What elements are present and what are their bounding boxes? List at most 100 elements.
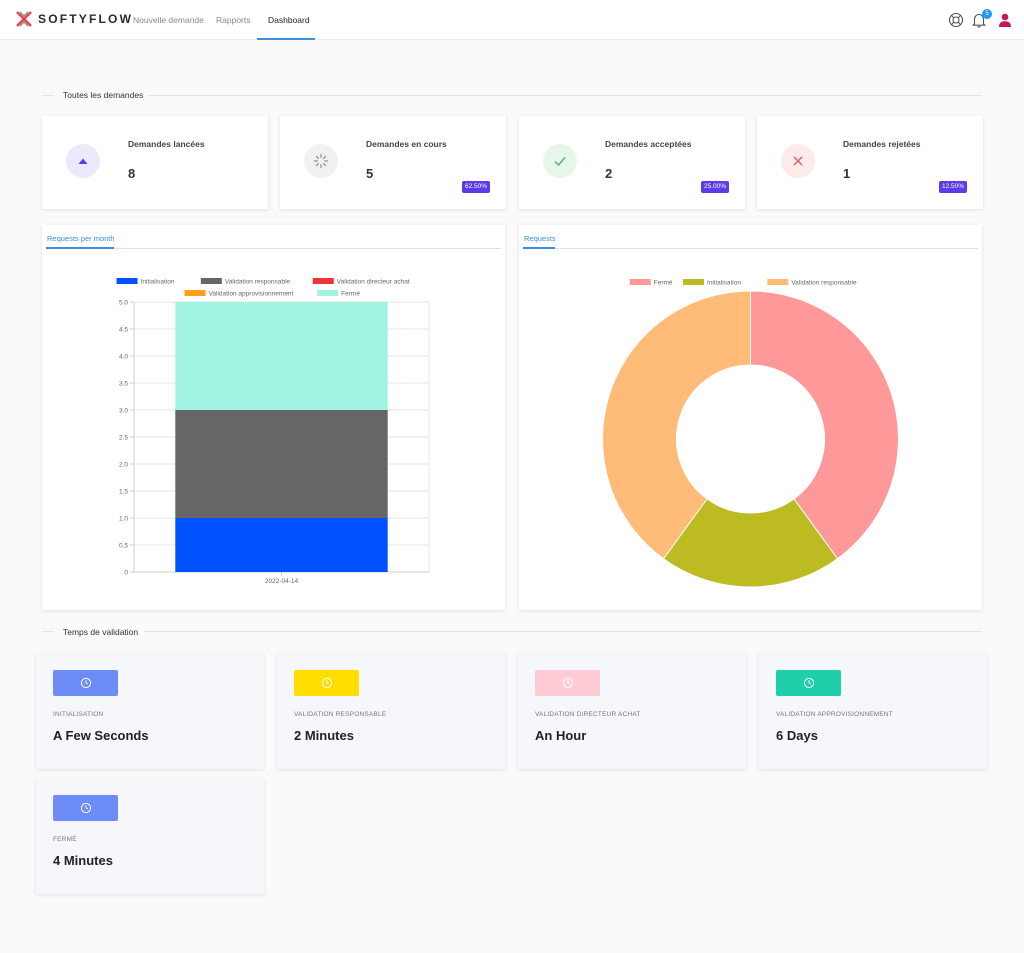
lifebuoy-icon[interactable] xyxy=(948,12,964,28)
legend-label: Initialisation xyxy=(707,280,741,287)
validation-time: 2 Minutes xyxy=(294,728,354,743)
tab-divider xyxy=(114,248,501,249)
clock-icon xyxy=(776,670,841,696)
clock-icon xyxy=(535,670,600,696)
stat-value: 5 xyxy=(366,166,374,181)
tab-requests-per-month[interactable]: Requests per month xyxy=(47,234,115,243)
validation-time: An Hour xyxy=(535,728,587,743)
clock-icon xyxy=(294,670,359,696)
active-tab-indicator xyxy=(257,38,315,40)
y-tick-label: 1.5 xyxy=(119,489,128,496)
stat-value: 8 xyxy=(128,166,136,181)
validation-stage: Fermé xyxy=(53,836,77,843)
y-tick-label: 3.0 xyxy=(119,408,128,415)
bar-segment xyxy=(175,410,388,518)
legend-swatch xyxy=(200,278,222,284)
legend-label: Validation responsable xyxy=(225,279,291,286)
validation-stage: Initialisation xyxy=(53,711,104,718)
y-tick-label: 3.5 xyxy=(119,381,128,388)
check-icon xyxy=(543,144,577,178)
logo[interactable]: SOFTYFLOW xyxy=(16,11,133,27)
close-icon xyxy=(781,144,815,178)
stat-card-accepted: Demandes acceptées 2 25.00% xyxy=(519,116,745,209)
section-title-validation: Temps de validation xyxy=(63,627,139,637)
notification-badge: 5 xyxy=(982,9,992,19)
section-title-requests: Toutes les demandes xyxy=(63,90,144,100)
nav-dashboard[interactable]: Dashboard xyxy=(268,15,310,25)
legend-label: Initialisation xyxy=(141,279,175,286)
tab-requests[interactable]: Requests xyxy=(524,234,556,243)
validation-time: 6 Days xyxy=(776,728,818,743)
section-divider xyxy=(42,95,54,96)
legend-swatch xyxy=(184,290,206,296)
bell-icon[interactable] xyxy=(971,12,987,28)
stat-label: Demandes lancées xyxy=(128,139,205,149)
clock-icon xyxy=(53,795,118,821)
validation-stage: Validation approvisionnement xyxy=(776,711,893,718)
y-tick-label: 4.5 xyxy=(119,327,128,334)
logo-icon xyxy=(16,11,32,27)
validation-stage: Validation directeur achat xyxy=(535,711,641,718)
y-tick-label: 1.0 xyxy=(119,516,128,523)
stat-percent-badge: 25.00% xyxy=(700,181,729,193)
stat-percent-badge: 12.50% xyxy=(938,181,967,193)
spinner-icon xyxy=(304,144,338,178)
y-tick-label: 5.0 xyxy=(119,300,128,307)
legend-label: Fermé xyxy=(341,291,360,298)
validation-time: 4 Minutes xyxy=(53,853,113,868)
legend-swatch xyxy=(629,279,651,285)
y-tick-label: 2.0 xyxy=(119,462,128,469)
tab-divider xyxy=(555,248,978,249)
validation-stage: Validation responsable xyxy=(294,711,387,718)
donut-chart-panel: Requests Fermé Initialisation Validation r… xyxy=(519,225,982,610)
legend-swatch xyxy=(317,290,339,296)
section-divider xyxy=(148,95,982,96)
stat-card-in-progress: Demandes en cours 5 62.50% xyxy=(280,116,506,209)
stat-card-rejected: Demandes rejetées 1 12.50% xyxy=(757,116,983,209)
bar-segment xyxy=(175,302,388,410)
donut-chart: Fermé Initialisation Validation responsabl… xyxy=(602,279,899,588)
user-icon[interactable] xyxy=(997,12,1013,28)
validation-time: A Few Seconds xyxy=(53,728,149,743)
section-divider xyxy=(42,631,54,632)
stat-label: Demandes rejetées xyxy=(843,139,921,149)
tab-underline xyxy=(46,247,114,249)
nav-rapports[interactable]: Rapports xyxy=(216,15,251,25)
tab-underline xyxy=(523,247,555,249)
triangle-up-icon xyxy=(66,144,100,178)
legend-swatch xyxy=(116,278,138,284)
y-tick-label: 0.5 xyxy=(119,543,128,550)
y-tick-label: 4.0 xyxy=(119,354,128,361)
bar-segment xyxy=(175,518,388,572)
stat-card-launched: Demandes lancées 8 xyxy=(42,116,268,209)
donut-slice xyxy=(602,290,751,560)
stat-percent-badge: 62.50% xyxy=(461,181,490,193)
donut-slice xyxy=(662,498,839,588)
validation-card-approvisionnement: Validation approvisionnement 6 Days xyxy=(759,653,987,769)
legend-label: Validation directeur achat xyxy=(337,279,410,286)
stat-value: 2 xyxy=(605,166,613,181)
legend-label: Validation approvisionnement xyxy=(209,291,294,298)
legend-label: Validation responsable xyxy=(791,280,857,287)
bar-chart: Initialisation Validation responsable Vali… xyxy=(116,278,430,585)
brand-name: SOFTYFLOW xyxy=(38,12,134,26)
validation-card-responsable: Validation responsable 2 Minutes xyxy=(277,653,505,769)
top-navbar: SOFTYFLOW Nouvelle demande Rapports Dash… xyxy=(0,0,1024,40)
legend-swatch xyxy=(683,279,705,285)
validation-card-ferme: Fermé 4 Minutes xyxy=(36,778,264,894)
donut-slice xyxy=(750,290,899,560)
x-tick-label: 2022-04-14 xyxy=(265,578,299,585)
stat-label: Demandes acceptées xyxy=(605,139,692,149)
stat-value: 1 xyxy=(843,166,851,181)
y-tick-label: 0 xyxy=(124,570,128,577)
legend-swatch xyxy=(767,279,789,285)
stat-label: Demandes en cours xyxy=(366,139,447,149)
legend-swatch xyxy=(312,278,334,284)
validation-card-directeur-achat: Validation directeur achat An Hour xyxy=(518,653,746,769)
section-divider xyxy=(144,631,982,632)
clock-icon xyxy=(53,670,118,696)
bar-chart-panel: Requests per month Initialisation Validat… xyxy=(42,225,505,610)
legend-label: Fermé xyxy=(654,280,673,287)
nav-nouvelle-demande[interactable]: Nouvelle demande xyxy=(133,15,204,25)
validation-card-initialisation: Initialisation A Few Seconds xyxy=(36,653,264,769)
